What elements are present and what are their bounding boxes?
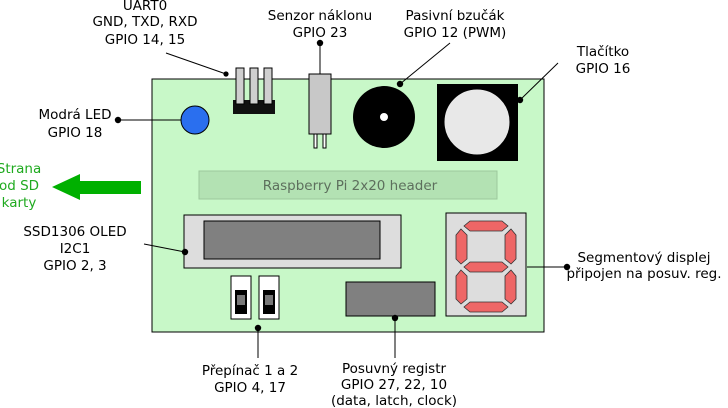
switch-2 — [258, 275, 280, 320]
blue-led — [180, 105, 210, 135]
uart-pin-header — [233, 67, 275, 114]
passive-buzzer — [353, 86, 415, 148]
segment-label-line1: Segmentový displej — [577, 250, 710, 266]
leader-dots — [114, 39, 571, 332]
shift-label-line2: GPIO 27, 22, 10 — [341, 377, 447, 393]
uart-label-line2: GND, TXD, RXD — [92, 14, 197, 30]
leader-lines — [118, 42, 567, 358]
push-button — [437, 84, 518, 161]
segment-label-line2: připojen na posuv. reg. — [566, 266, 721, 282]
oled-label-line3: GPIO 2, 3 — [43, 258, 106, 274]
uart-label-line1: UART0 — [123, 0, 167, 14]
oled-label-line2: I2C1 — [60, 241, 91, 257]
rpi-header-label: Raspberry Pi 2x20 header — [263, 178, 438, 194]
sd-side-arrow-icon — [52, 174, 141, 200]
sd-label-line2: od SD — [0, 178, 39, 194]
oled-display — [183, 214, 402, 269]
oled-label-line1: SSD1306 OLED — [23, 224, 126, 240]
switch-label-line1: Přepínač 1 a 2 — [202, 363, 298, 379]
tilt-label-line2: GPIO 23 — [293, 25, 348, 41]
sd-label-line1: Strana — [0, 161, 41, 177]
led-label-line2: GPIO 18 — [48, 125, 103, 141]
segment-a — [463, 220, 509, 232]
button-label-line2: GPIO 16 — [576, 61, 631, 77]
buzzer-label-line2: GPIO 12 (PWM) — [404, 25, 507, 41]
segment-b — [504, 228, 517, 265]
led-label-line1: Modrá LED — [38, 107, 111, 123]
segment-d — [463, 301, 509, 313]
seven-segment-display — [445, 212, 527, 317]
rpi-header — [198, 170, 498, 200]
switch-label-line2: GPIO 4, 17 — [214, 380, 286, 396]
segment-c — [504, 269, 517, 305]
sd-label-line3: karty — [2, 195, 37, 211]
shift-label-line3: (data, latch, clock) — [331, 393, 457, 408]
button-label-line1: Tlačítko — [576, 44, 629, 60]
segment-g — [463, 261, 509, 273]
switch-1 — [230, 275, 252, 320]
uart-label-line3: GPIO 14, 15 — [105, 32, 185, 48]
buzzer-label-line1: Pasivní bzučák — [406, 8, 505, 24]
segment-e — [455, 269, 468, 305]
shift-register-chip — [345, 281, 436, 317]
segment-f — [455, 228, 468, 265]
shift-label-line1: Posuvný registr — [342, 361, 447, 377]
tilt-label-line1: Senzor náklonu — [268, 8, 372, 24]
